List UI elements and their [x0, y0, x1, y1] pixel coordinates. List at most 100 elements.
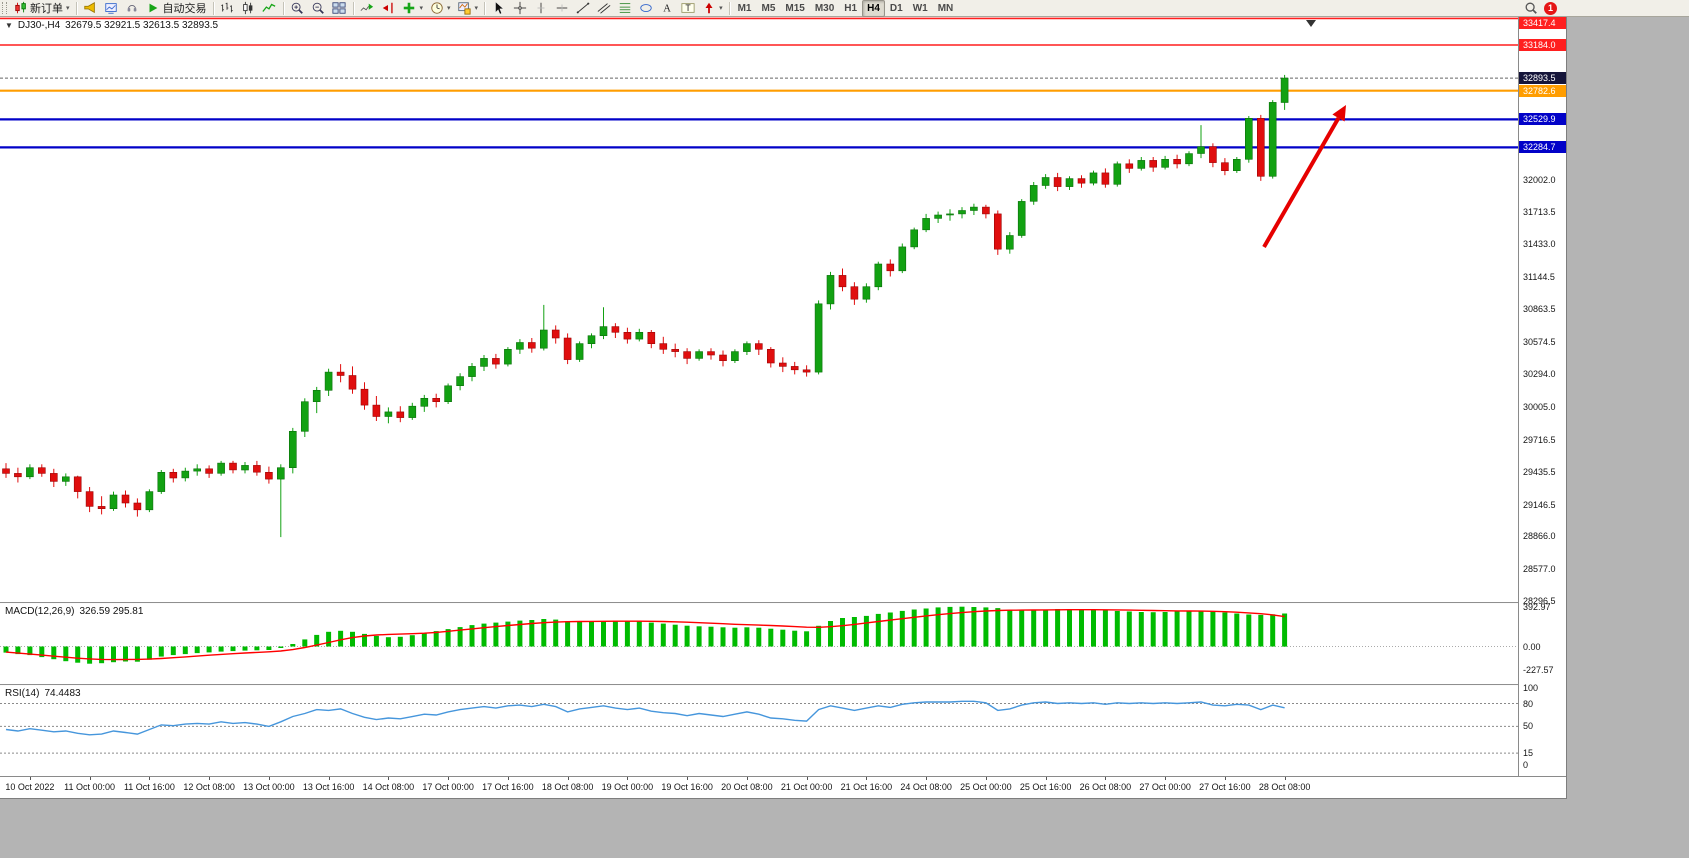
tile-windows-button[interactable]: [329, 0, 350, 17]
candle: [49, 468, 58, 487]
text-button[interactable]: A: [656, 0, 677, 17]
timeframe-button-w1[interactable]: W1: [912, 2, 928, 14]
pane-separator-macd[interactable]: [0, 602, 1566, 604]
auto-scroll-button[interactable]: [357, 0, 378, 17]
search-icon[interactable]: [1523, 1, 1538, 16]
candle: [300, 398, 309, 437]
profile-chart-icon: [104, 1, 119, 16]
horizontal-line-icon: [554, 1, 569, 16]
candle: [1101, 168, 1110, 188]
candle: [563, 333, 572, 365]
macd-scale-label: -227.57: [1523, 664, 1554, 675]
candle: [575, 341, 584, 362]
rsi-scale-label: 100: [1523, 683, 1539, 694]
fibonacci-button[interactable]: [614, 0, 635, 17]
time-axis[interactable]: 10 Oct 2022 11 Oct 00:00 11 Oct 16:00 12 Oc…: [0, 776, 1566, 798]
arrows-button[interactable]: ▾: [698, 0, 726, 17]
time-label: 21 Oct 16:00: [840, 782, 893, 792]
timeframe-button-m30[interactable]: M30: [814, 2, 835, 14]
candle: [1017, 199, 1026, 238]
vertical-line-button[interactable]: [530, 0, 551, 17]
candle: [647, 330, 656, 349]
macd-values: 326.59 295.81: [79, 606, 144, 617]
timeframe-button-h1[interactable]: H1: [844, 2, 858, 14]
rsi-scale-label: 80: [1523, 698, 1534, 709]
time-axis-tick: [328, 777, 330, 780]
candle: [26, 464, 34, 480]
chart-shift-button[interactable]: [378, 0, 399, 17]
time-label: 21 Oct 00:00: [780, 782, 833, 792]
candle: [623, 327, 632, 344]
chart-shift-marker[interactable]: [1306, 20, 1316, 27]
time-axis-tick: [448, 777, 450, 780]
fibonacci-icon: [617, 1, 632, 16]
shapes-button[interactable]: [635, 0, 656, 17]
line-chart-button[interactable]: [259, 0, 280, 17]
zoom-out-button[interactable]: [308, 0, 329, 17]
price-chart[interactable]: [0, 17, 1518, 776]
news-button[interactable]: [101, 0, 122, 17]
periods-button[interactable]: ▾: [426, 0, 454, 17]
candle: [683, 348, 691, 365]
chevron-down-icon: ▾: [474, 5, 479, 12]
indicators-button[interactable]: ▾: [399, 0, 427, 17]
timeframe-button-m5[interactable]: M5: [761, 2, 776, 14]
time-label: 11 Oct 16:00: [123, 782, 175, 792]
candle: [1161, 155, 1169, 170]
candle: [1233, 157, 1241, 173]
time-label: 24 Oct 08:00: [900, 782, 952, 792]
chevron-down-icon: ▾: [719, 5, 723, 12]
candle: [73, 475, 82, 499]
candle: [468, 363, 476, 382]
macd-signal-line: [5, 609, 1285, 661]
chart-window: ▼ DJ30-,H4 32679.5 32921.5 32613.5 32893…: [0, 17, 1567, 799]
timeframe-button-m15[interactable]: M15: [785, 2, 805, 14]
candle: [516, 339, 524, 354]
price-tick-label: 29716.5: [1523, 434, 1556, 445]
trend-arrow-annotation[interactable]: [1262, 105, 1346, 249]
text-label-button[interactable]: T: [677, 0, 698, 17]
zoom-in-button[interactable]: [287, 0, 308, 17]
pane-separator-rsi[interactable]: [0, 684, 1566, 686]
trendline-button[interactable]: [572, 0, 593, 17]
bar-chart-button[interactable]: [217, 0, 238, 17]
new-order-button[interactable]: 新订单 ▾: [10, 0, 73, 17]
candle: [850, 282, 859, 305]
candle: [288, 427, 297, 474]
timeframe-button-h4[interactable]: H4: [862, 0, 885, 17]
autotrading-button[interactable]: 自动交易: [143, 0, 210, 17]
candle: [611, 323, 620, 338]
symbol-dropdown-icon[interactable]: ▼: [5, 21, 13, 30]
price-scale[interactable]: 32002.0 31713.5 31433.0 31144.5 30863.5 30574…: [1518, 17, 1566, 776]
candle: [348, 366, 357, 394]
horizontal-line-button[interactable]: [551, 0, 572, 17]
candle: [982, 204, 990, 219]
toolbar-grip[interactable]: [2, 2, 7, 14]
candle: [814, 300, 823, 375]
rsi-scale-label: 15: [1523, 748, 1534, 759]
toolbar-separator: [282, 1, 284, 15]
templates-button[interactable]: ▾: [454, 0, 482, 17]
hline-price-label: 32529.9: [1519, 113, 1566, 126]
rsi-scale-label: 50: [1523, 721, 1534, 732]
time-label: 25 Oct 16:00: [1019, 782, 1072, 792]
timeframe-button-mn[interactable]: MN: [937, 2, 954, 14]
timeframe-button-d1[interactable]: D1: [889, 2, 903, 14]
time-axis-tick: [687, 777, 689, 780]
time-axis-tick: [746, 777, 748, 780]
cursor-button[interactable]: [488, 0, 509, 17]
notification-badge[interactable]: 1: [1544, 1, 1557, 15]
arrows-icon: [701, 1, 716, 16]
time-label: 19 Oct 16:00: [661, 782, 713, 792]
candle: [1113, 161, 1122, 187]
candle: [838, 268, 847, 292]
community-button[interactable]: [122, 0, 143, 17]
candlestick-button[interactable]: [238, 0, 259, 17]
channel-button[interactable]: [593, 0, 614, 17]
timeframe-button-m1[interactable]: M1: [737, 2, 752, 14]
alerts-button[interactable]: [80, 0, 101, 17]
new-order-icon: [13, 1, 28, 16]
candle: [1029, 182, 1038, 205]
time-label: 28 Oct 08:00: [1258, 782, 1311, 792]
crosshair-button[interactable]: [509, 0, 530, 17]
